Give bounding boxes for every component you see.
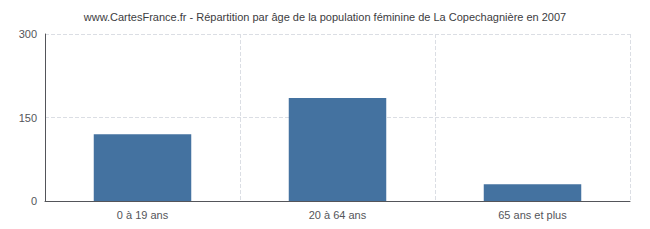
svg-text:0: 0 [31, 195, 37, 207]
svg-text:300: 300 [19, 28, 37, 40]
svg-text:www.CartesFrance.fr - Répartit: www.CartesFrance.fr - Répartition par âg… [83, 11, 566, 23]
svg-text:0 à 19 ans: 0 à 19 ans [117, 209, 169, 221]
svg-text:150: 150 [19, 112, 37, 124]
svg-text:20 à 64 ans: 20 à 64 ans [309, 209, 367, 221]
svg-text:65 ans et plus: 65 ans et plus [498, 209, 567, 221]
